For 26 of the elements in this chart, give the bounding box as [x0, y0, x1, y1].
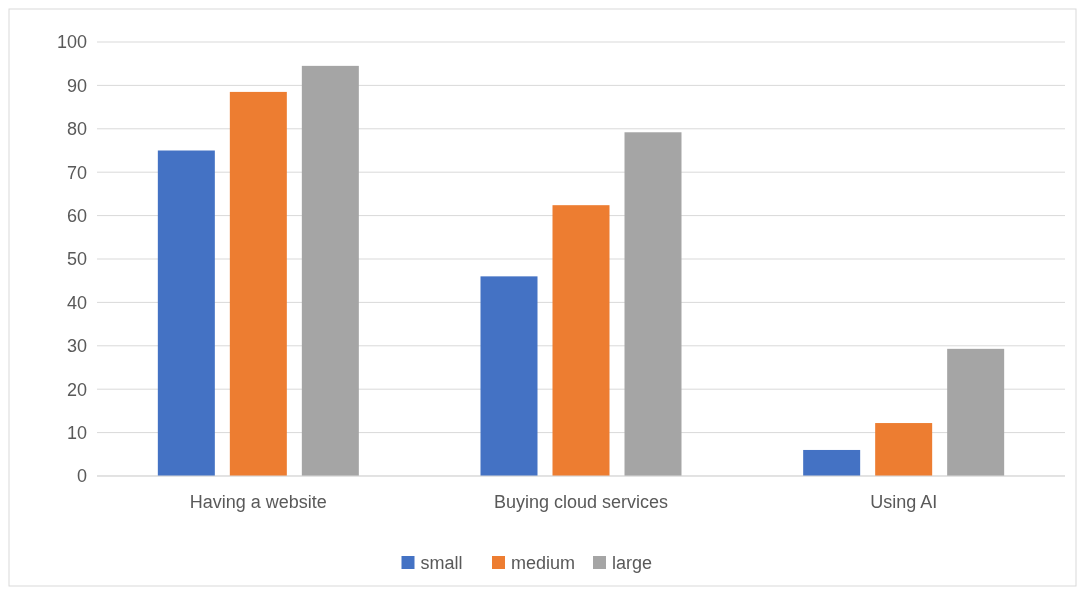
y-tick-label: 30 [66, 336, 87, 357]
y-tick-label: 80 [66, 119, 87, 140]
bar [157, 150, 215, 476]
y-tick-label: 40 [66, 292, 87, 313]
bar [229, 91, 287, 476]
y-tick-label: 50 [66, 249, 87, 270]
bar [480, 276, 538, 476]
legend-label: small [420, 553, 463, 574]
y-tick-label: 70 [66, 162, 87, 183]
bar [875, 423, 933, 476]
legend-label: medium [511, 553, 576, 574]
y-tick-label: 10 [66, 422, 87, 443]
bar [624, 132, 682, 476]
y-tick-label: 90 [66, 75, 87, 96]
bar [947, 348, 1005, 476]
x-tick-label: Having a website [189, 492, 327, 512]
y-tick-label: 20 [66, 379, 87, 400]
y-tick-label: 60 [66, 205, 87, 226]
bar [552, 205, 610, 476]
legend-label: large [612, 553, 653, 574]
x-tick-label: Buying cloud services [493, 492, 669, 512]
y-tick-label: 100 [56, 32, 87, 53]
y-tick-label: 0 [76, 466, 87, 487]
bar [803, 449, 861, 476]
x-tick-label: Using AI [870, 492, 938, 512]
bar [301, 65, 359, 476]
